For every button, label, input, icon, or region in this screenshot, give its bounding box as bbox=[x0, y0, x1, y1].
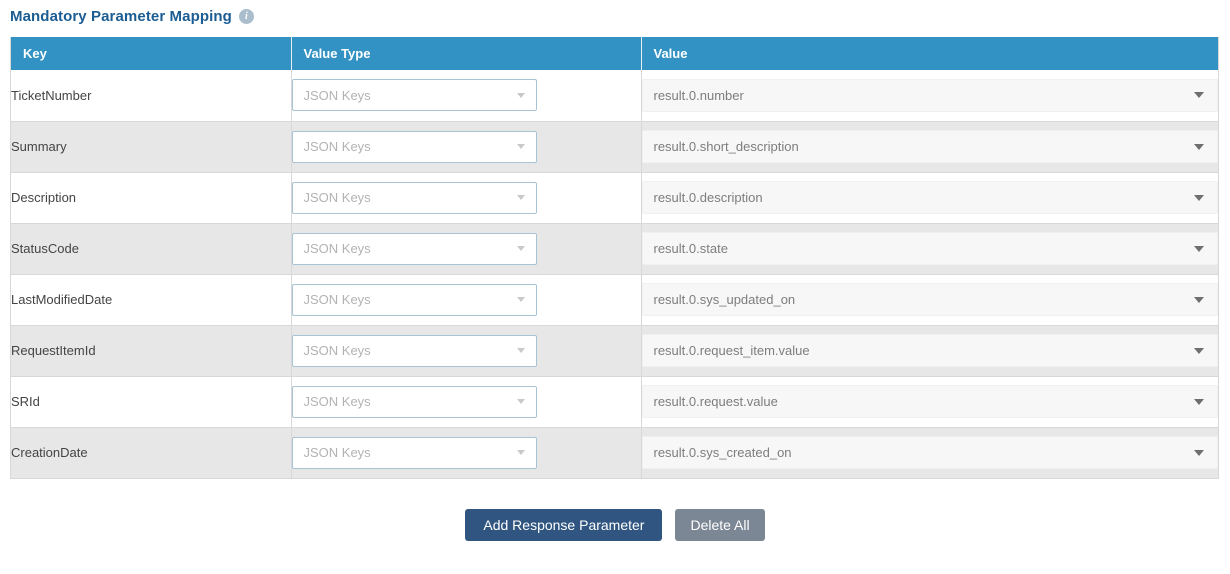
value-type-select[interactable]: JSON Keys bbox=[291, 130, 537, 163]
chevron-down-icon bbox=[516, 144, 525, 149]
value-type-select[interactable]: JSON Keys bbox=[291, 181, 537, 214]
table-header-row: Key Value Type Value bbox=[11, 37, 1218, 70]
value-select[interactable]: result.0.state bbox=[641, 232, 1218, 265]
table-row: CreationDate JSON Keys result.0.sys_crea… bbox=[11, 427, 1218, 478]
chevron-down-icon bbox=[516, 246, 525, 251]
value-select[interactable]: result.0.request_item.value bbox=[641, 334, 1218, 367]
table-row: LastModifiedDate JSON Keys result.0.sys_… bbox=[11, 274, 1218, 326]
chevron-down-icon bbox=[516, 92, 525, 98]
table-row: Summary JSON Keys result.0.short_descrip… bbox=[11, 121, 1218, 173]
value-cell: result.0.sys_updated_on bbox=[641, 274, 1218, 326]
delete-all-button[interactable]: Delete All bbox=[675, 509, 765, 541]
value-cell: result.0.description bbox=[641, 172, 1218, 224]
value-text: result.0.sys_updated_on bbox=[653, 292, 796, 307]
chevron-down-icon bbox=[1194, 194, 1204, 201]
table-row: TicketNumber JSON Keys result.0.number bbox=[11, 70, 1218, 122]
action-button-row: Add Response Parameter Delete All bbox=[0, 509, 1230, 541]
key-label: CreationDate bbox=[11, 427, 292, 478]
value-type-placeholder: JSON Keys bbox=[303, 445, 371, 461]
key-label: Description bbox=[11, 172, 292, 224]
value-type-select[interactable]: JSON Keys bbox=[291, 283, 537, 316]
value-type-placeholder: JSON Keys bbox=[303, 241, 371, 256]
chevron-down-icon bbox=[516, 195, 525, 200]
value-type-cell: JSON Keys bbox=[291, 325, 642, 377]
value-type-cell: JSON Keys bbox=[291, 376, 642, 428]
value-cell: result.0.short_description bbox=[641, 121, 1218, 173]
table-body: TicketNumber JSON Keys result.0.number bbox=[11, 70, 1218, 478]
chevron-down-icon bbox=[1194, 143, 1204, 150]
value-text: result.0.request_item.value bbox=[653, 343, 810, 358]
value-select[interactable]: result.0.number bbox=[641, 78, 1218, 112]
value-select[interactable]: result.0.sys_updated_on bbox=[641, 283, 1218, 316]
chevron-down-icon bbox=[516, 297, 525, 302]
value-type-select[interactable]: JSON Keys bbox=[291, 436, 537, 469]
chevron-down-icon bbox=[1194, 449, 1204, 456]
value-text: result.0.sys_created_on bbox=[653, 445, 792, 461]
value-type-select[interactable]: JSON Keys bbox=[291, 79, 537, 112]
value-text: result.0.short_description bbox=[653, 139, 799, 154]
value-type-placeholder: JSON Keys bbox=[303, 292, 371, 307]
value-cell: result.0.number bbox=[641, 70, 1218, 122]
value-cell: result.0.sys_created_on bbox=[641, 427, 1218, 478]
column-header-value-type: Value Type bbox=[291, 37, 642, 70]
value-type-cell: JSON Keys bbox=[291, 223, 642, 275]
column-header-key: Key bbox=[11, 37, 292, 70]
value-cell: result.0.state bbox=[641, 223, 1218, 275]
key-label: SRId bbox=[11, 376, 292, 428]
page-title: Mandatory Parameter Mapping bbox=[10, 8, 232, 25]
add-response-parameter-button[interactable]: Add Response Parameter bbox=[465, 509, 663, 541]
column-header-value: Value bbox=[641, 37, 1218, 70]
chevron-down-icon bbox=[1194, 92, 1204, 99]
key-label: TicketNumber bbox=[11, 70, 292, 122]
chevron-down-icon bbox=[516, 348, 525, 353]
value-select[interactable]: result.0.sys_created_on bbox=[641, 436, 1218, 470]
chevron-down-icon bbox=[516, 450, 525, 456]
table-row: SRId JSON Keys result.0.request.value bbox=[11, 376, 1218, 428]
value-text: result.0.state bbox=[653, 241, 728, 256]
table-row: RequestItemId JSON Keys result.0.request… bbox=[11, 325, 1218, 377]
value-type-cell: JSON Keys bbox=[291, 172, 642, 224]
value-type-cell: JSON Keys bbox=[291, 274, 642, 326]
value-text: result.0.description bbox=[653, 190, 763, 205]
table-row: StatusCode JSON Keys result.0.state bbox=[11, 223, 1218, 275]
key-label: StatusCode bbox=[11, 223, 292, 275]
chevron-down-icon bbox=[1194, 245, 1204, 252]
value-type-placeholder: JSON Keys bbox=[303, 139, 371, 154]
value-text: result.0.request.value bbox=[653, 394, 778, 409]
chevron-down-icon bbox=[1194, 347, 1204, 354]
chevron-down-icon bbox=[1194, 398, 1204, 405]
value-type-select[interactable]: JSON Keys bbox=[291, 334, 537, 367]
value-type-placeholder: JSON Keys bbox=[303, 394, 371, 409]
info-icon[interactable]: i bbox=[238, 9, 254, 24]
value-type-placeholder: JSON Keys bbox=[303, 190, 371, 205]
table-header: Key Value Type Value bbox=[11, 37, 1218, 70]
value-type-cell: JSON Keys bbox=[291, 121, 642, 173]
value-text: result.0.number bbox=[653, 87, 744, 103]
chevron-down-icon bbox=[516, 399, 525, 404]
value-type-select[interactable]: JSON Keys bbox=[291, 385, 537, 418]
table-row: Description JSON Keys result.0.descripti… bbox=[11, 172, 1218, 224]
chevron-down-icon bbox=[1194, 296, 1204, 303]
parameter-mapping-table-wrapper: Key Value Type Value TicketNumber JSON K… bbox=[10, 37, 1219, 479]
value-select[interactable]: result.0.description bbox=[641, 181, 1218, 214]
panel-header: Mandatory Parameter Mapping i bbox=[10, 8, 254, 25]
value-type-cell: JSON Keys bbox=[291, 70, 642, 122]
value-type-select[interactable]: JSON Keys bbox=[291, 232, 537, 265]
value-type-cell: JSON Keys bbox=[291, 427, 642, 478]
key-label: RequestItemId bbox=[11, 325, 292, 377]
value-type-placeholder: JSON Keys bbox=[303, 343, 371, 358]
value-cell: result.0.request.value bbox=[641, 376, 1218, 428]
key-label: LastModifiedDate bbox=[11, 274, 292, 326]
parameter-mapping-table: Key Value Type Value TicketNumber JSON K… bbox=[11, 37, 1218, 478]
value-cell: result.0.request_item.value bbox=[641, 325, 1218, 377]
value-select[interactable]: result.0.short_description bbox=[641, 130, 1218, 163]
value-type-placeholder: JSON Keys bbox=[303, 87, 371, 103]
value-select[interactable]: result.0.request.value bbox=[641, 385, 1218, 418]
key-label: Summary bbox=[11, 121, 292, 173]
